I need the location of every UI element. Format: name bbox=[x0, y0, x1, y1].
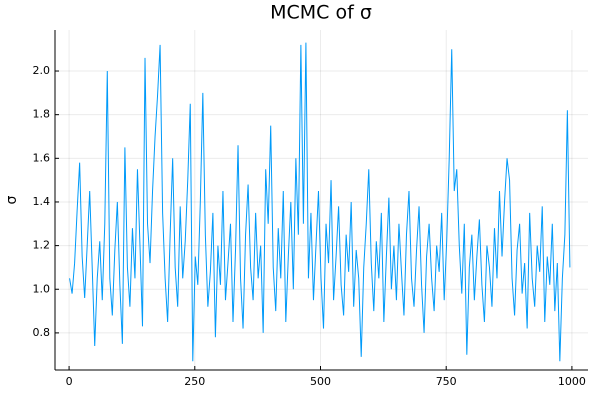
x-tick-label: 750 bbox=[436, 375, 457, 388]
y-tick-label: 1.4 bbox=[33, 195, 51, 208]
y-tick-label: 0.8 bbox=[33, 326, 51, 339]
y-tick-label: 2.0 bbox=[33, 64, 51, 77]
x-tick-label: 0 bbox=[66, 375, 73, 388]
y-axis-label: σ bbox=[4, 195, 20, 204]
y-tick-label: 1.2 bbox=[33, 239, 51, 252]
x-tick-label: 500 bbox=[310, 375, 331, 388]
y-tick-label: 1.8 bbox=[33, 108, 51, 121]
x-tick-label: 250 bbox=[184, 375, 205, 388]
y-tick-label: 1.6 bbox=[33, 151, 51, 164]
line-series bbox=[69, 42, 571, 362]
y-tick-label: 1.0 bbox=[33, 282, 51, 295]
chart-title: MCMC of σ bbox=[270, 2, 372, 24]
x-tick-label: 1000 bbox=[558, 375, 586, 388]
